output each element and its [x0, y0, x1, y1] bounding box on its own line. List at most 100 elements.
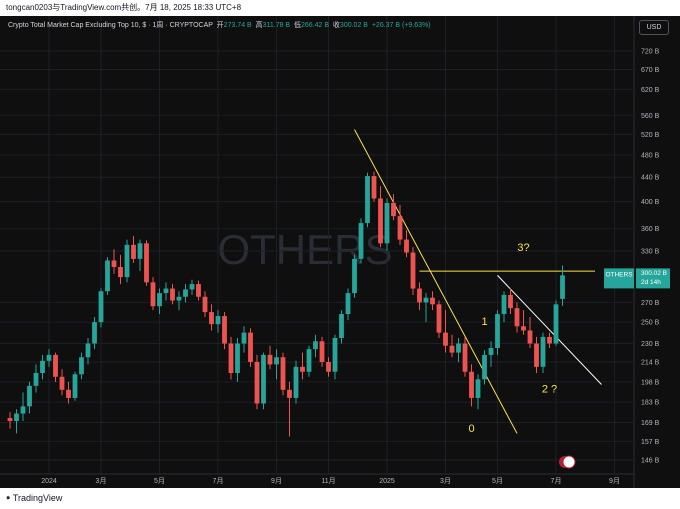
- candle-body: [540, 336, 546, 367]
- open-value: 273.74 B: [223, 22, 252, 29]
- candle-body: [118, 266, 123, 278]
- annotations: 0 1 2 ? 3?: [468, 242, 557, 435]
- y-tick-label: 330 B: [641, 248, 660, 255]
- y-tick-label: 620 B: [641, 87, 660, 94]
- x-tick-label: 5月: [154, 477, 165, 485]
- y-tick-label: 560 B: [641, 113, 660, 120]
- tradingview-logo[interactable]: ⁍ TradingView: [6, 493, 63, 503]
- candle-body: [241, 332, 247, 344]
- attribution-bar: tongcan0203与TradingView.com共创。7月 18, 202…: [0, 0, 680, 16]
- candle: [215, 310, 221, 333]
- price-scale[interactable]: 720 B 670 B 620 B 560 B 520 B 480 B 440 B 400 B…: [641, 49, 660, 465]
- candle: [267, 345, 273, 370]
- candle: [163, 282, 169, 301]
- candle-body: [20, 406, 26, 414]
- y-tick-label: 480 B: [641, 152, 660, 159]
- candle: [183, 284, 188, 303]
- candle-body: [378, 198, 383, 244]
- price-tag-symbol-box: [604, 268, 634, 289]
- x-tick-label: 7月: [213, 477, 224, 485]
- y-tick-label: 198 B: [641, 379, 660, 386]
- candle-body: [33, 373, 39, 386]
- x-tick-label: 3月: [96, 477, 107, 485]
- candle: [280, 352, 286, 396]
- candle: [124, 239, 130, 283]
- legend-bar: Crypto Total Market Cap Excluding Top 10…: [8, 20, 431, 30]
- candle: [92, 317, 97, 350]
- candle: [157, 288, 162, 315]
- y-tick-label: 440 B: [641, 175, 660, 182]
- candle-body: [248, 332, 253, 362]
- candle: [53, 352, 58, 382]
- candle-body: [508, 294, 513, 309]
- candle-body: [339, 314, 344, 338]
- candle-body: [235, 343, 240, 374]
- price-chart[interactable]: OTHERS 0 1 2 ? 3? 720 B 670 B 620 B 560 B 520 B…: [0, 16, 680, 488]
- candle-body: [345, 293, 351, 315]
- candle-body: [176, 296, 182, 301]
- x-tick-label: 7月: [551, 477, 562, 485]
- currency-button[interactable]: USD: [639, 20, 669, 35]
- candle-body: [170, 288, 175, 301]
- candle: [287, 381, 292, 437]
- candle: [430, 291, 435, 311]
- candle-body: [462, 343, 468, 372]
- candle: [508, 288, 513, 315]
- price-tag-symbol: OTHERS: [605, 271, 633, 278]
- candle-body: [501, 294, 507, 315]
- candle-body: [111, 260, 117, 267]
- candle: [105, 257, 110, 295]
- time-scale[interactable]: 2024 3月 5月 7月 9月 11月 2025 3月 5月 7月 9月: [41, 477, 620, 485]
- candle: [274, 349, 279, 380]
- chart-panel[interactable]: OTHERS 0 1 2 ? 3? 720 B 670 B 620 B 560 B 520 B…: [0, 16, 680, 488]
- grid: [0, 16, 634, 474]
- brand-name: TradingView: [12, 493, 63, 503]
- candle-body: [14, 413, 19, 421]
- candle: [404, 230, 409, 258]
- flag-icon[interactable]: [559, 455, 576, 469]
- candle: [98, 288, 104, 328]
- candle: [66, 381, 71, 404]
- candle: [137, 239, 143, 272]
- candle-body: [436, 304, 442, 333]
- candle: [72, 371, 78, 401]
- x-tick-label: 11月: [321, 477, 335, 485]
- candle-body: [72, 374, 78, 398]
- candle-body: [124, 244, 130, 278]
- y-tick-label: 400 B: [641, 199, 660, 206]
- candle: [241, 326, 247, 353]
- candle: [449, 334, 455, 358]
- candle: [33, 364, 39, 393]
- candle: [345, 288, 351, 321]
- candle-body: [144, 243, 149, 283]
- candle-body: [261, 354, 266, 404]
- candle: [391, 194, 396, 221]
- candles: [7, 171, 565, 437]
- candle: [222, 312, 227, 350]
- candle-body: [488, 348, 494, 355]
- candle-body: [254, 361, 260, 404]
- candle-body: [137, 243, 143, 259]
- candle-body: [560, 275, 565, 299]
- white-descending-line: [497, 275, 602, 385]
- candle-body: [293, 366, 299, 398]
- y-tick-label: 360 B: [641, 226, 660, 233]
- candle: [397, 204, 403, 245]
- candle-body: [150, 282, 156, 307]
- candle-body: [417, 288, 422, 303]
- y-tick-label: 520 B: [641, 132, 660, 139]
- x-tick-label: 2024: [41, 478, 57, 485]
- y-tick-label: 230 B: [641, 341, 660, 348]
- candle: [293, 360, 299, 404]
- y-tick-label: 146 B: [641, 458, 660, 465]
- candle: [248, 328, 253, 367]
- wave-label: 1: [481, 316, 487, 328]
- candle-body: [92, 322, 97, 344]
- candle: [85, 337, 91, 365]
- candle: [144, 240, 149, 286]
- price-tag-countdown: 2d 14h: [641, 279, 661, 286]
- candle-body: [384, 202, 390, 244]
- candle-body: [514, 308, 520, 327]
- y-tick-label: 250 B: [641, 320, 660, 327]
- x-tick-label: 5月: [492, 477, 503, 485]
